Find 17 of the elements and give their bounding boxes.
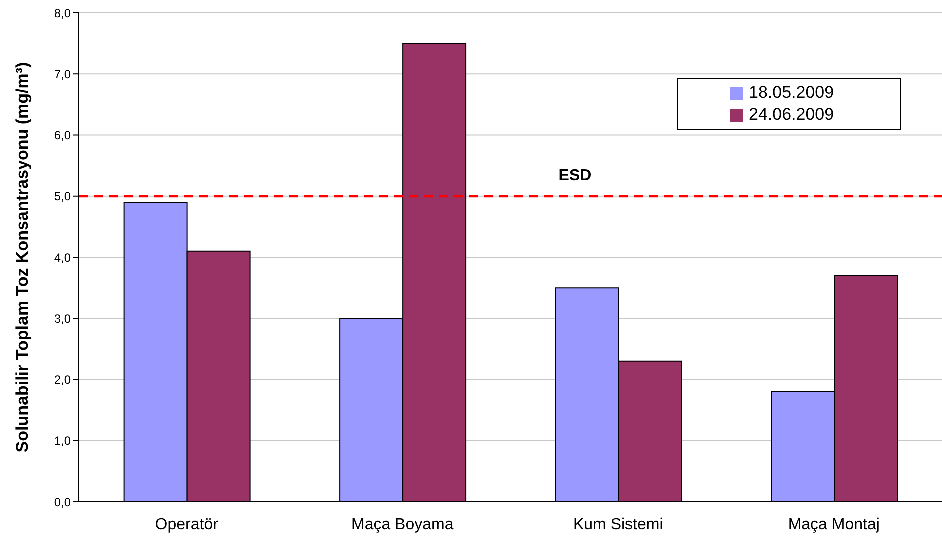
- x-tick-label: Maça Boyama: [351, 516, 454, 534]
- y-tick-label: 3,0: [54, 312, 72, 326]
- y-tick-label: 6,0: [54, 128, 72, 143]
- y-tick-label: 5,0: [54, 190, 72, 204]
- x-tick-label: Maça Montaj: [788, 516, 880, 534]
- ref-line-label: ESD: [558, 167, 592, 184]
- y-tick-label: 4,0: [54, 250, 72, 265]
- x-tick-label: Operatör: [155, 516, 220, 534]
- legend-label: 18.05.2009: [749, 83, 834, 102]
- y-tick-label: 1,0: [54, 434, 72, 448]
- legend-label: 24.06.2009: [749, 105, 834, 124]
- y-axis-title: Solunabilir Toplam Toz Konsantrasyonu (mg/m³): [12, 62, 32, 453]
- x-tick-label: Kum Sistemi: [573, 516, 664, 534]
- y-tick-label: 7,0: [54, 67, 72, 82]
- y-tick-label: 8,0: [54, 6, 72, 20]
- y-tick-label: 2,0: [54, 373, 72, 388]
- y-tick-label: 0,0: [54, 495, 72, 510]
